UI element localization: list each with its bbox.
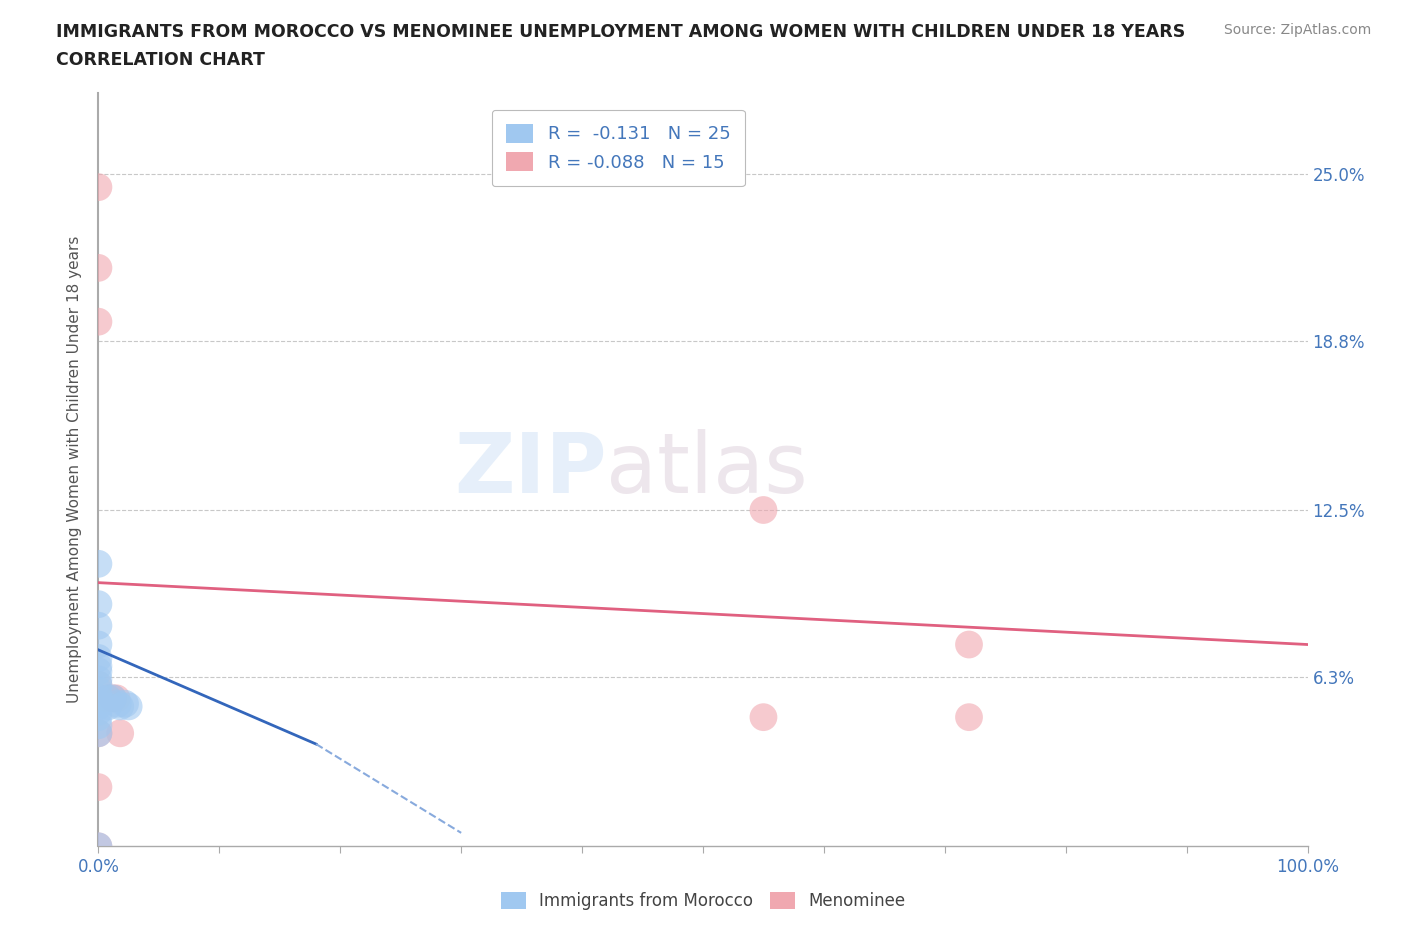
- Point: [97, 691, 120, 706]
- Point: [97, 691, 120, 706]
- Legend: R =  -0.131   N = 25, R = -0.088   N = 15: R = -0.131 N = 25, R = -0.088 N = 15: [492, 110, 745, 186]
- Point: [87, 697, 110, 711]
- Point: [87, 672, 110, 687]
- Point: [87, 556, 110, 571]
- Point: [87, 658, 110, 673]
- Point: [87, 677, 110, 692]
- Text: IMMIGRANTS FROM MOROCCO VS MENOMINEE UNEMPLOYMENT AMONG WOMEN WITH CHILDREN UNDE: IMMIGRANTS FROM MOROCCO VS MENOMINEE UNE…: [56, 23, 1185, 41]
- Point: [87, 726, 110, 741]
- Point: [752, 502, 775, 517]
- Point: [87, 314, 110, 329]
- Point: [752, 710, 775, 724]
- Point: [87, 651, 110, 666]
- Point: [87, 779, 110, 794]
- Point: [97, 699, 120, 714]
- Point: [87, 677, 110, 692]
- Point: [87, 839, 110, 854]
- Text: Source: ZipAtlas.com: Source: ZipAtlas.com: [1223, 23, 1371, 37]
- Point: [87, 726, 110, 741]
- Point: [87, 597, 110, 612]
- Point: [87, 618, 110, 633]
- Point: [87, 839, 110, 854]
- Point: [87, 718, 110, 733]
- Legend: Immigrants from Morocco, Menominee: Immigrants from Morocco, Menominee: [494, 885, 912, 917]
- Point: [108, 726, 131, 741]
- Y-axis label: Unemployment Among Women with Children Under 18 years: Unemployment Among Women with Children U…: [67, 236, 83, 703]
- Point: [101, 691, 124, 706]
- Point: [87, 260, 110, 275]
- Point: [108, 699, 131, 714]
- Point: [87, 179, 110, 194]
- Point: [107, 697, 129, 711]
- Point: [957, 710, 980, 724]
- Point: [87, 683, 110, 698]
- Point: [87, 710, 110, 724]
- Point: [87, 664, 110, 679]
- Point: [101, 691, 124, 706]
- Point: [87, 637, 110, 652]
- Text: atlas: atlas: [606, 429, 808, 511]
- Point: [957, 637, 980, 652]
- Point: [114, 697, 136, 711]
- Point: [118, 699, 141, 714]
- Text: CORRELATION CHART: CORRELATION CHART: [56, 51, 266, 69]
- Point: [105, 691, 128, 706]
- Point: [87, 699, 110, 714]
- Point: [87, 704, 110, 719]
- Text: ZIP: ZIP: [454, 429, 606, 511]
- Point: [87, 691, 110, 706]
